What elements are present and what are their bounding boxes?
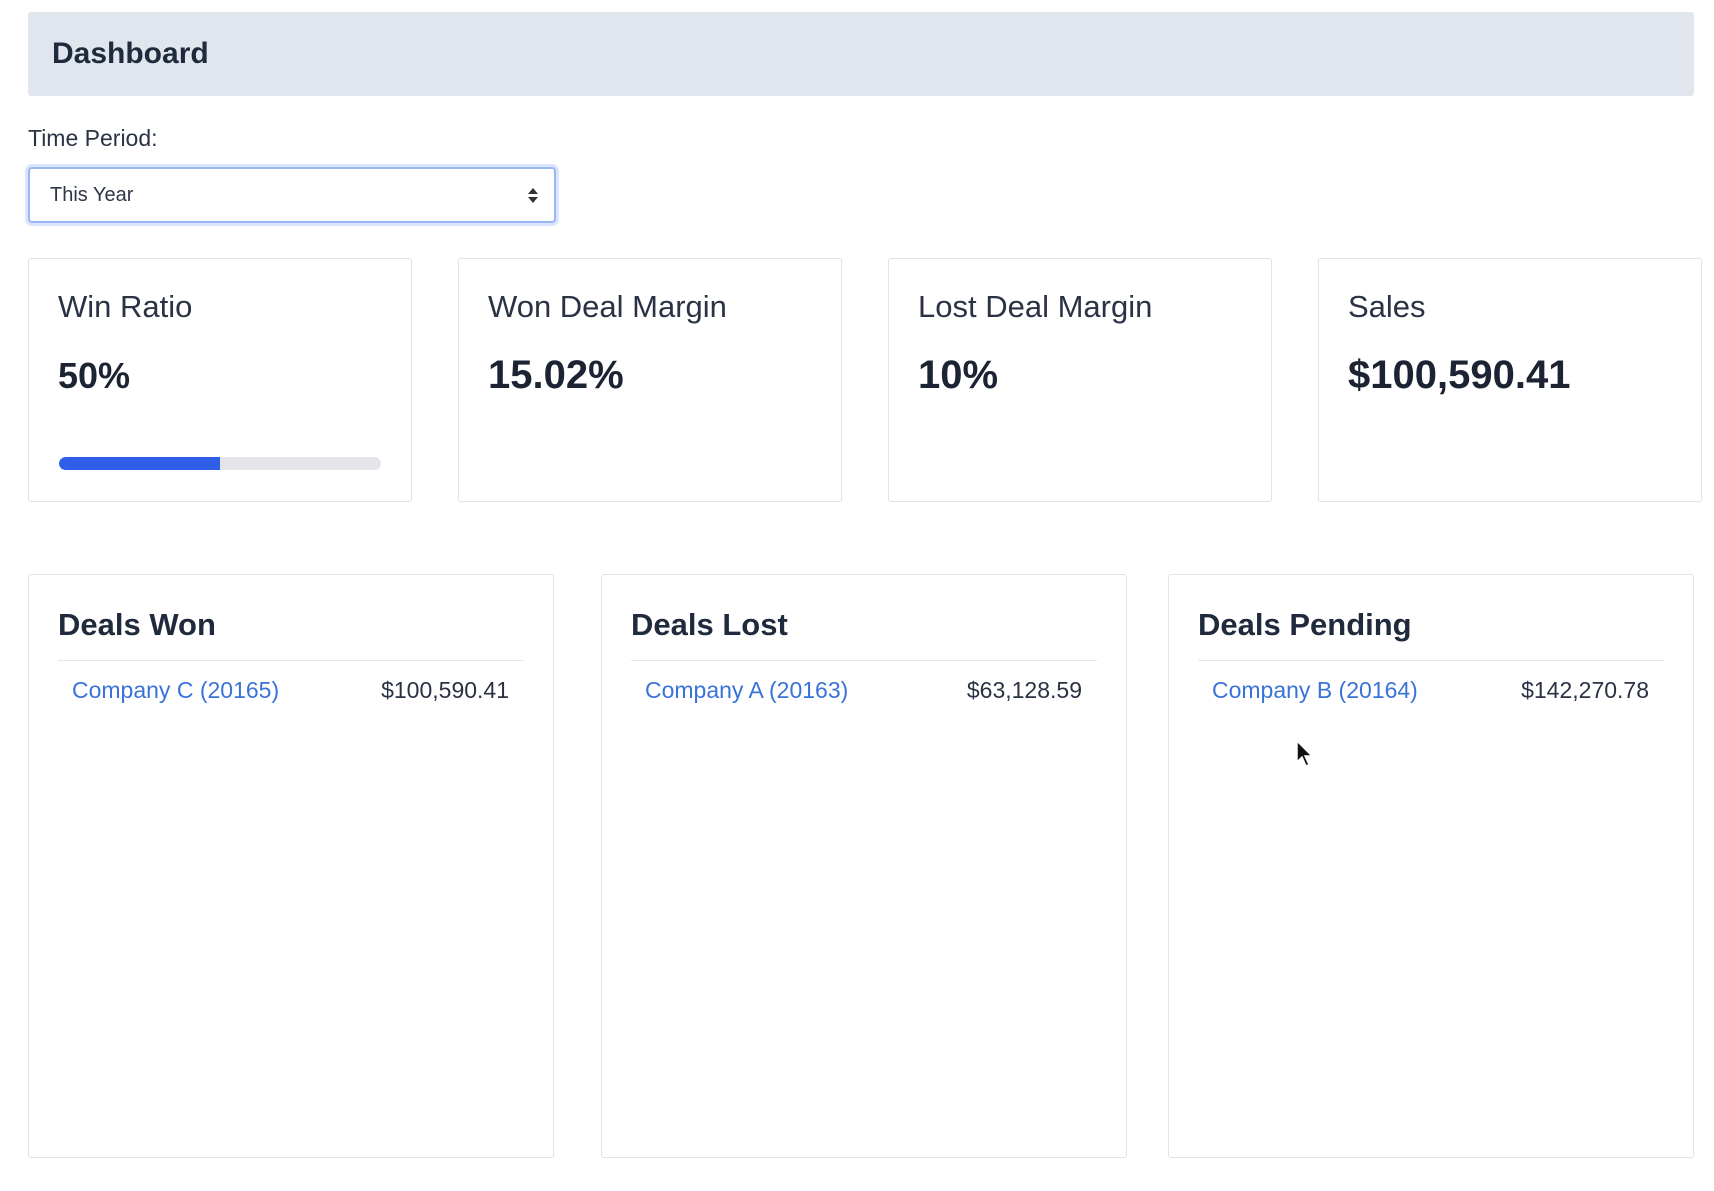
win-ratio-progress-bar bbox=[59, 457, 381, 470]
list-item: Company A (20163) $63,128.59 bbox=[645, 677, 1082, 704]
updown-arrows-icon bbox=[528, 187, 538, 203]
deals-pending-card: Deals Pending Company B (20164) $142,270… bbox=[1168, 574, 1694, 1158]
sales-label: Sales bbox=[1348, 289, 1426, 324]
sales-card: Sales $100,590.41 bbox=[1318, 258, 1702, 502]
deals-lost-title: Deals Lost bbox=[631, 607, 788, 642]
lost-deal-margin-label: Lost Deal Margin bbox=[918, 289, 1153, 324]
won-deal-margin-value: 15.02% bbox=[488, 353, 624, 397]
list-item: Company B (20164) $142,270.78 bbox=[1212, 677, 1649, 704]
deal-amount: $142,270.78 bbox=[1521, 677, 1649, 703]
divider bbox=[1198, 660, 1664, 661]
deals-lost-card: Deals Lost Company A (20163) $63,128.59 bbox=[601, 574, 1127, 1158]
lost-deal-margin-value: 10% bbox=[918, 353, 999, 397]
win-ratio-card: Win Ratio 50% bbox=[28, 258, 412, 502]
time-period-selected-value: This Year bbox=[50, 183, 134, 206]
win-ratio-label: Win Ratio bbox=[58, 289, 193, 324]
page-header: Dashboard bbox=[28, 12, 1694, 96]
deal-link-company-c[interactable]: Company C (20165) bbox=[72, 677, 280, 703]
time-period-label: Time Period: bbox=[28, 125, 158, 151]
time-period-select[interactable]: This Year bbox=[28, 167, 556, 223]
won-deal-margin-card: Won Deal Margin 15.02% bbox=[458, 258, 842, 502]
lost-deal-margin-card: Lost Deal Margin 10% bbox=[888, 258, 1272, 502]
deal-link-company-a[interactable]: Company A (20163) bbox=[645, 677, 849, 703]
deal-amount: $63,128.59 bbox=[966, 677, 1082, 703]
deals-won-card: Deals Won Company C (20165) $100,590.41 bbox=[28, 574, 554, 1158]
mouse-pointer-icon bbox=[1296, 740, 1314, 768]
deal-link-company-b[interactable]: Company B (20164) bbox=[1212, 677, 1418, 703]
divider bbox=[631, 660, 1097, 661]
divider bbox=[58, 660, 524, 661]
sales-value: $100,590.41 bbox=[1348, 353, 1571, 397]
won-deal-margin-label: Won Deal Margin bbox=[488, 289, 727, 324]
list-item: Company C (20165) $100,590.41 bbox=[72, 677, 509, 704]
page-title: Dashboard bbox=[52, 37, 209, 70]
deal-amount: $100,590.41 bbox=[381, 677, 509, 703]
win-ratio-value: 50% bbox=[58, 355, 131, 396]
win-ratio-progress-fill bbox=[59, 457, 220, 470]
deals-won-title: Deals Won bbox=[58, 607, 216, 642]
deals-pending-title: Deals Pending bbox=[1198, 607, 1412, 642]
